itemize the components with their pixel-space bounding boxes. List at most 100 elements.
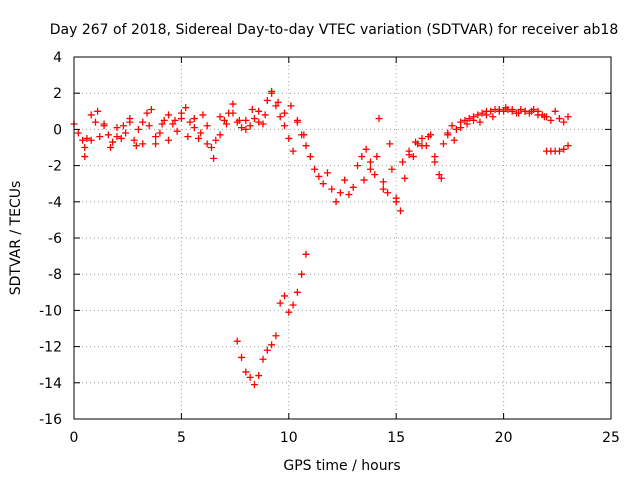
data-point <box>100 120 108 128</box>
data-point <box>555 115 563 123</box>
data-point <box>358 153 366 161</box>
data-point <box>424 133 432 141</box>
data-point <box>165 111 173 119</box>
data-point <box>349 183 357 191</box>
data-point <box>336 189 344 197</box>
x-tick-label: 20 <box>495 430 513 446</box>
data-point <box>487 107 495 115</box>
data-point <box>281 122 289 130</box>
data-point <box>551 107 559 115</box>
data-point <box>412 138 420 146</box>
data-point <box>281 109 289 117</box>
x-tick-label: 10 <box>280 430 298 446</box>
data-point <box>328 185 336 193</box>
data-point <box>341 176 349 184</box>
y-tick-label: 2 <box>53 86 62 102</box>
data-point <box>435 171 443 179</box>
data-point <box>386 140 394 148</box>
series <box>233 250 310 389</box>
data-point <box>560 145 568 153</box>
data-point <box>229 100 237 108</box>
data-point <box>165 136 173 144</box>
y-tick-label: -12 <box>39 340 62 356</box>
chart-title: Day 267 of 2018, Sidereal Day-to-day VTE… <box>50 22 619 38</box>
y-tick-label: 0 <box>53 122 62 138</box>
data-point <box>515 109 523 117</box>
y-tick-label: -6 <box>48 231 62 247</box>
data-point <box>255 118 263 126</box>
data-point <box>521 107 529 115</box>
data-point <box>96 133 104 141</box>
data-point <box>287 102 295 110</box>
data-point <box>169 120 177 128</box>
grid <box>74 57 611 419</box>
data-point <box>315 172 323 180</box>
data-point <box>104 131 112 139</box>
data-point <box>362 145 370 153</box>
data-point <box>388 165 396 173</box>
data-point <box>242 125 250 133</box>
data-point <box>302 142 310 150</box>
data-point <box>276 299 284 307</box>
data-point <box>160 116 168 124</box>
data-point <box>495 107 503 115</box>
data-point <box>233 337 241 345</box>
x-axis-label: GPS time / hours <box>283 458 400 474</box>
data-point <box>476 118 484 126</box>
data-point <box>91 118 99 126</box>
data-point <box>87 111 95 119</box>
data-point <box>197 129 205 137</box>
data-point <box>119 122 127 130</box>
series <box>543 142 572 155</box>
data-point <box>345 191 353 199</box>
data-point <box>450 136 458 144</box>
data-point <box>478 109 486 117</box>
data-point <box>220 116 228 124</box>
data-point <box>250 381 258 389</box>
y-tick-label: 4 <box>53 50 62 66</box>
data-point <box>392 198 400 206</box>
data-point <box>300 131 308 139</box>
data-point <box>158 120 166 128</box>
data-point <box>261 111 269 119</box>
y-tick-label: -8 <box>48 267 62 283</box>
data-point <box>145 122 153 130</box>
data-point <box>547 116 555 124</box>
data-point <box>452 125 460 133</box>
data-point <box>354 162 362 170</box>
data-point <box>255 372 263 380</box>
data-point <box>281 292 289 300</box>
data-point <box>216 131 224 139</box>
data-point <box>360 176 368 184</box>
data-point <box>418 142 426 150</box>
data-point <box>517 105 525 113</box>
data-point <box>246 122 254 130</box>
data-point <box>207 144 215 151</box>
data-point <box>171 116 179 124</box>
data-point <box>235 116 243 124</box>
data-point <box>489 113 497 121</box>
x-tick-label: 0 <box>70 430 79 446</box>
axis-ticks <box>73 56 612 420</box>
data-point <box>463 120 471 128</box>
data-point <box>474 111 482 119</box>
y-tick-label: -10 <box>39 303 62 319</box>
data-point <box>298 270 306 278</box>
data-point <box>306 153 314 161</box>
data-point <box>399 158 407 166</box>
data-point <box>540 113 548 121</box>
data-point <box>81 153 89 161</box>
data-point <box>83 134 91 142</box>
x-tick-label: 25 <box>602 430 620 446</box>
data-point <box>405 151 413 159</box>
data-point <box>332 198 340 206</box>
series <box>81 87 548 206</box>
data-point <box>401 174 409 182</box>
data-point <box>182 104 190 112</box>
data-point <box>373 153 381 161</box>
data-point <box>366 165 374 173</box>
data-point <box>126 115 134 123</box>
data-point <box>117 134 125 142</box>
y-tick-label: -16 <box>39 412 62 428</box>
data-point <box>437 174 445 182</box>
